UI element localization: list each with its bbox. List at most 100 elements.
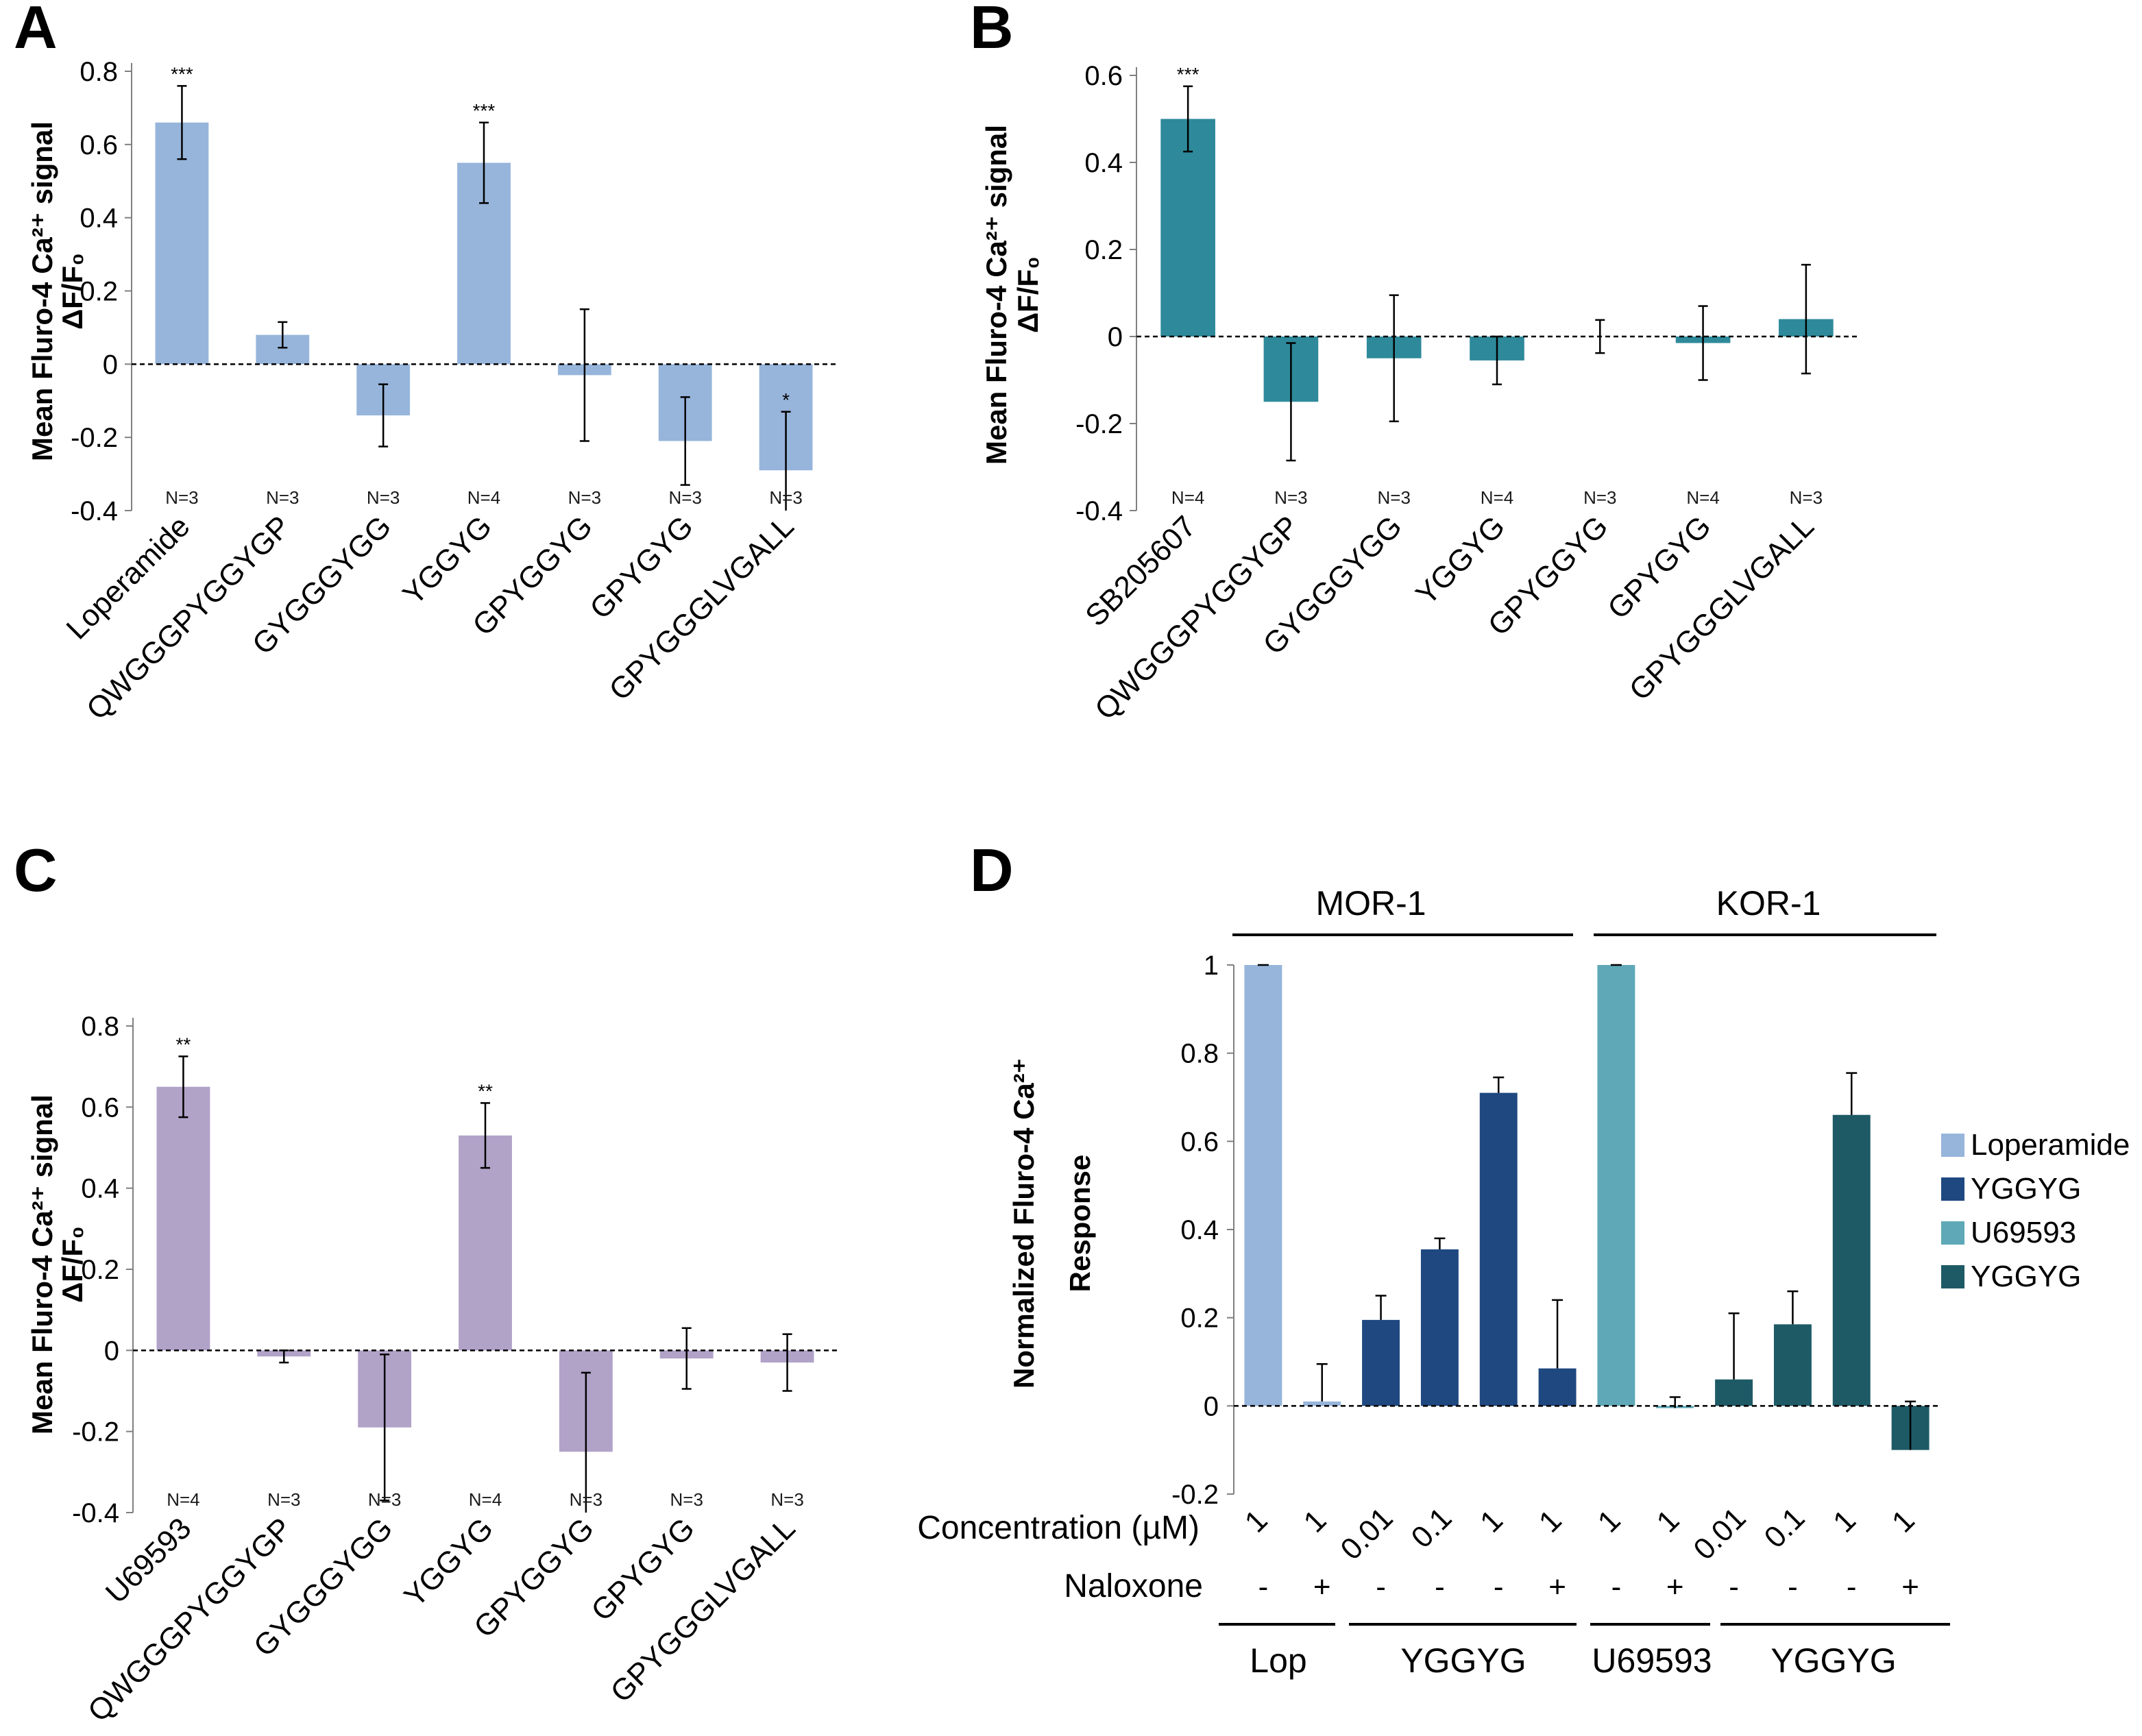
naloxone-sign: -: [1258, 1570, 1269, 1604]
concentration-label: 1: [1239, 1504, 1274, 1539]
bar: [1244, 965, 1282, 1406]
y-tick-label: 0.6: [80, 130, 118, 160]
y-tick-label: 0.6: [1180, 1127, 1219, 1157]
y-tick-label: 0.4: [1084, 148, 1123, 178]
naloxone-sign: -: [1788, 1570, 1798, 1604]
y-tick-label: 0: [1108, 322, 1123, 352]
significance-mark: ***: [171, 63, 193, 84]
concentration-label: 0.01: [1687, 1501, 1752, 1566]
concentration-label: 1: [1474, 1504, 1509, 1539]
receptor-label: MOR-1: [1315, 884, 1426, 922]
naloxone-sign: -: [1494, 1570, 1504, 1604]
bar: [1362, 1319, 1400, 1406]
category-label: GPYGGGLVGALL: [604, 1511, 801, 1709]
group-label: U69593: [1592, 1641, 1712, 1680]
naloxone-sign: -: [1847, 1570, 1857, 1604]
naloxone-sign: -: [1376, 1570, 1386, 1604]
bar: [1420, 1249, 1459, 1406]
concentration-label: 0.1: [1758, 1501, 1812, 1554]
y-tick-label: 0: [104, 1336, 119, 1366]
y-tick-label: 0.2: [1084, 235, 1123, 265]
category-label: YGGYG: [396, 509, 498, 611]
bar: [459, 1135, 512, 1351]
panel-letter: D: [970, 836, 1014, 904]
category-label: QWGGGPYGGYGP: [1088, 509, 1305, 726]
y-axis-title: Normalized Fluro-4 Ca²⁺: [1008, 1058, 1040, 1389]
significance-mark: ***: [473, 100, 496, 121]
concentration-label: 1: [1651, 1504, 1686, 1539]
bar: [1160, 119, 1215, 337]
bar: [1773, 1324, 1812, 1406]
n-label: N=4: [1838, 1475, 1866, 1492]
category-label: GPYGGGLVGALL: [1623, 509, 1821, 707]
significance-mark: **: [478, 1080, 493, 1101]
y-axis-title-unit: Response: [1064, 1155, 1096, 1293]
category-label: YGGYG: [1409, 509, 1511, 611]
n-label: N=3: [1779, 1475, 1807, 1492]
y-tick-label: 0.6: [81, 1092, 119, 1123]
y-axis-title-unit: ΔF/F₀: [56, 253, 88, 330]
n-label: N=4: [1897, 1475, 1925, 1492]
n-label: N=3: [165, 487, 198, 508]
legend-label: YGGYG: [1971, 1172, 2081, 1206]
y-tick-label: 0.2: [80, 277, 118, 307]
n-label: N=3: [669, 487, 702, 508]
naloxone-sign: -: [1611, 1570, 1622, 1604]
n-label: N=4: [1602, 1475, 1630, 1492]
legend-swatch: [1941, 1221, 1964, 1245]
naloxone-sign: -: [1435, 1570, 1445, 1604]
y-tick-label: -0.2: [1171, 1480, 1219, 1510]
y-tick-label: -0.2: [71, 423, 118, 453]
n-label: N=4: [1367, 1475, 1395, 1492]
concentration-label: 1: [1827, 1504, 1862, 1539]
legend-swatch: [1941, 1134, 1964, 1157]
naloxone-sign: +: [1548, 1570, 1566, 1604]
significance-mark: ***: [1177, 64, 1200, 85]
y-tick-label: 0.8: [80, 57, 118, 87]
category-label: QWGGGPYGGYGP: [82, 1511, 298, 1728]
n-label: N=3: [769, 487, 802, 508]
y-tick-label: 0.4: [80, 204, 118, 234]
n-label: N=3: [570, 1489, 603, 1510]
y-axis-title: Mean Fluro-4 Ca²⁺ signal: [26, 1095, 58, 1434]
y-axis-title: Mean Fluro-4 Ca²⁺ signal: [980, 125, 1012, 465]
y-tick-label: -0.4: [72, 1498, 119, 1528]
y-tick-label: 0.8: [81, 1012, 119, 1042]
n-label: N=3: [1583, 487, 1616, 508]
significance-mark: **: [176, 1034, 191, 1055]
y-tick-label: -0.2: [1075, 409, 1123, 439]
n-label: N=3: [1378, 487, 1411, 508]
panel-letter: A: [14, 0, 58, 61]
y-tick-label: -0.4: [1075, 496, 1123, 526]
legend-label: Loperamide: [1971, 1128, 2130, 1162]
category-label: GPYGGGLVGALL: [603, 509, 800, 707]
y-tick-label: 0.2: [81, 1255, 119, 1285]
y-tick-label: 0.4: [1180, 1215, 1219, 1245]
bar: [1832, 1114, 1871, 1406]
concentration-label: 1: [1886, 1504, 1921, 1539]
n-label: N=3: [1426, 1475, 1454, 1492]
panel-b: B Mean Fluro-4 Ca²⁺ signal ΔF/F₀ 0.6 0.4 0.2 0…: [970, 0, 1858, 726]
y-tick-label: 0.4: [81, 1174, 119, 1204]
n-label: N=4: [469, 1489, 502, 1510]
y-tick-label: 0: [103, 350, 118, 380]
n-label: N=4: [1481, 487, 1513, 508]
group-label: YGGYG: [1770, 1641, 1896, 1680]
naloxone-sign: +: [1313, 1570, 1331, 1604]
concentration-label: 1: [1592, 1504, 1627, 1539]
n-label: N=3: [368, 1489, 401, 1510]
naloxone-sign: +: [1901, 1570, 1919, 1604]
y-tick-label: 1: [1204, 951, 1219, 981]
n-label: N=4: [167, 1489, 199, 1510]
concentration-label: 0.1: [1405, 1501, 1459, 1554]
n-label: N=3: [1790, 487, 1823, 508]
y-tick-label: -0.4: [71, 496, 118, 526]
y-axis-title: Mean Fluro-4 Ca²⁺ signal: [26, 121, 58, 461]
legend-swatch: [1941, 1177, 1964, 1201]
significance-mark: *: [782, 389, 790, 411]
panel-d: D Normalized Fluro-4 Ca²⁺ Response 1 0.8 0.6 0…: [917, 836, 2130, 1680]
n-label: N=4: [1171, 487, 1204, 508]
panel-letter: B: [970, 0, 1014, 61]
